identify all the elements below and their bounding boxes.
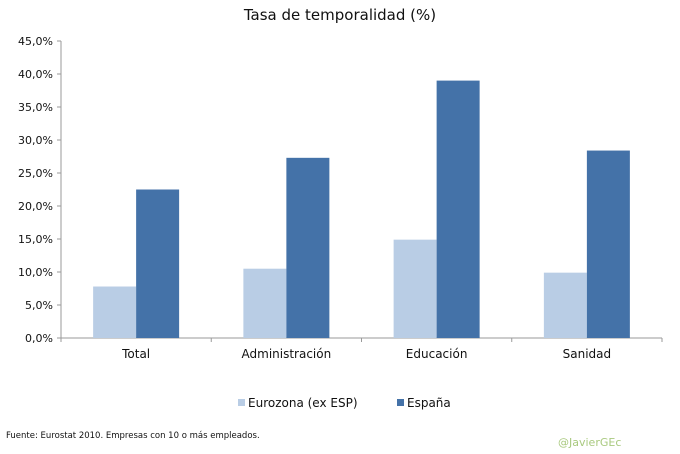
chart-title: Tasa de temporalidad (%) — [243, 6, 436, 24]
bar-eurozona-0 — [93, 286, 137, 338]
legend-swatch — [238, 399, 245, 406]
x-category-label: Sanidad — [563, 347, 612, 361]
bar-espana-0 — [136, 189, 180, 338]
y-tick-label: 35,0% — [18, 101, 53, 114]
bar-espana-2 — [436, 80, 480, 338]
y-axis-ticks: 0,0% 5,0% 10,0% 15,0% 20,0% 25,0% 30,0% 35,0% 40… — [18, 35, 61, 345]
y-tick-label: 30,0% — [18, 134, 53, 147]
y-tick-label: 20,0% — [18, 200, 53, 213]
bar-espana-3 — [586, 150, 630, 338]
legend-label: Eurozona (ex ESP) — [248, 396, 358, 410]
legend: Eurozona (ex ESP) España — [238, 396, 451, 410]
x-category-label: Total — [121, 347, 150, 361]
source-note: Fuente: Eurostat 2010. Empresas con 10 o… — [6, 431, 260, 441]
y-tick-label: 0,0% — [25, 332, 53, 345]
legend-swatch — [397, 399, 404, 406]
bars — [93, 80, 630, 338]
x-category-label: Administración — [242, 347, 332, 361]
bar-espana-1 — [286, 157, 330, 338]
y-tick-label: 5,0% — [25, 299, 53, 312]
bar-eurozona-2 — [393, 239, 437, 338]
bar-eurozona-3 — [543, 272, 587, 338]
x-category-label: Educación — [406, 347, 468, 361]
y-tick-label: 45,0% — [18, 35, 53, 48]
legend-label: España — [407, 396, 451, 410]
y-tick-label: 40,0% — [18, 68, 53, 81]
x-axis-categories: Total Administración Educación Sanidad — [60, 338, 663, 361]
y-tick-label: 10,0% — [18, 266, 53, 279]
y-tick-label: 15,0% — [18, 233, 53, 246]
bar-eurozona-1 — [243, 268, 287, 338]
watermark: @JavierGEc — [558, 436, 622, 449]
y-tick-label: 25,0% — [18, 167, 53, 180]
